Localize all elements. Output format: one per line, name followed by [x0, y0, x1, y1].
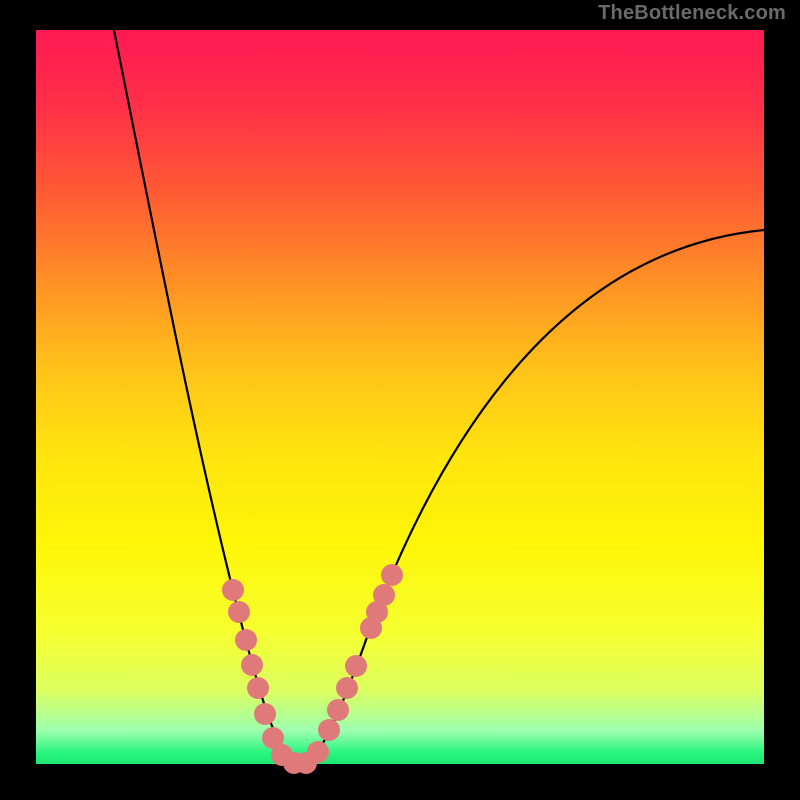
plot-group — [114, 30, 764, 774]
bottleneck-curve — [114, 30, 764, 764]
data-point — [381, 564, 403, 586]
data-point — [228, 601, 250, 623]
chart-svg — [0, 0, 800, 800]
data-point — [307, 741, 329, 763]
data-point — [345, 655, 367, 677]
data-point — [318, 719, 340, 741]
data-point — [254, 703, 276, 725]
data-point — [247, 677, 269, 699]
data-point — [336, 677, 358, 699]
data-point — [241, 654, 263, 676]
data-point — [235, 629, 257, 651]
chart-frame: TheBottleneck.com — [0, 0, 800, 800]
data-points-group — [222, 564, 403, 774]
data-point — [373, 584, 395, 606]
data-point — [327, 699, 349, 721]
data-point — [222, 579, 244, 601]
